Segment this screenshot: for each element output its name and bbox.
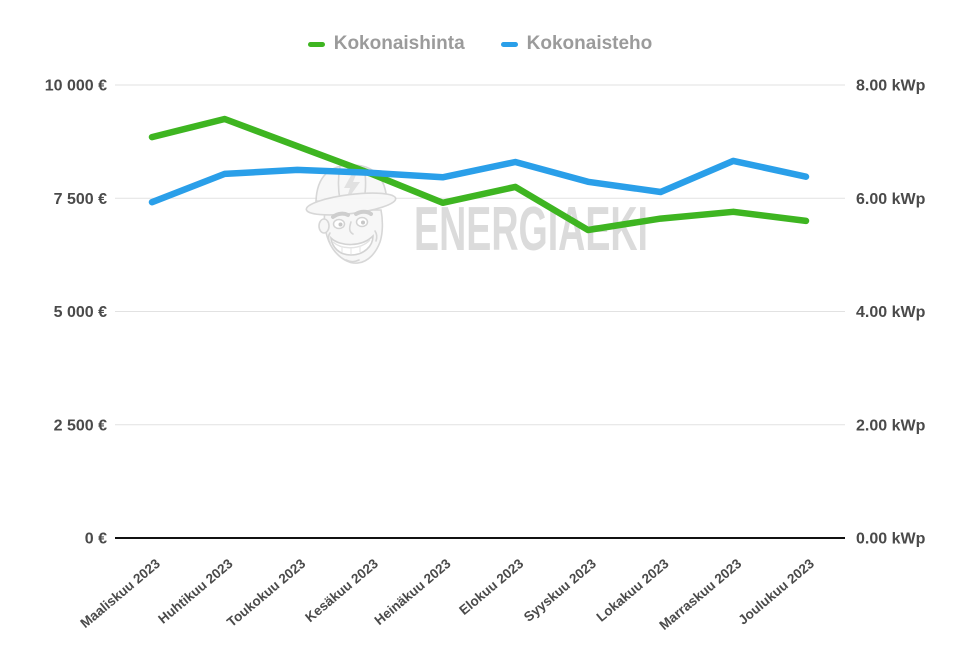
right-axis-tick-label: 6.00 kWp xyxy=(856,191,926,208)
chart-legend: Kokonaishinta Kokonaisteho xyxy=(0,31,960,57)
right-axis-tick-label: 4.00 kWp xyxy=(856,304,926,321)
legend-label: Kokonaishinta xyxy=(333,33,465,54)
left-axis-tick-label: 2 500 € xyxy=(54,417,107,434)
legend-item-kokonaisteho[interactable]: Kokonaisteho xyxy=(500,33,653,55)
legend-marker-icon xyxy=(307,41,325,47)
x-axis-tick-label: Heinäkuu 2023 xyxy=(372,555,454,628)
right-axis-tick-label: 2.00 kWp xyxy=(856,417,926,434)
x-axis-tick-label: Toukokuu 2023 xyxy=(224,555,309,629)
left-axis-tick-label: 10 000 € xyxy=(45,78,107,95)
series-line-kokonaisteho xyxy=(148,157,810,206)
left-axis-tick-label: 7 500 € xyxy=(54,191,107,208)
legend-label: Kokonaisteho xyxy=(526,33,653,54)
x-axis-tick-label: Elokuu 2023 xyxy=(456,555,526,617)
left-axis-tick-label: 0 € xyxy=(85,531,107,548)
x-axis-tick-label: Maaliskuu 2023 xyxy=(77,555,163,630)
watermark-text: ENERGIAEKI xyxy=(414,195,648,264)
legend-marker-icon xyxy=(500,41,518,47)
series-line-kokonaishinta xyxy=(148,115,810,234)
x-axis-tick-label: Huhtikuu 2023 xyxy=(155,555,236,626)
left-axis-tick-label: 5 000 € xyxy=(54,304,107,321)
legend-item-kokonaishinta[interactable]: Kokonaishinta xyxy=(307,33,465,55)
x-axis-tick-label: Kesäkuu 2023 xyxy=(302,555,381,625)
x-axis-tick-label: Lokakuu 2023 xyxy=(594,555,672,624)
grid-layer xyxy=(115,84,845,426)
x-axis-tick-label: Joulukuu 2023 xyxy=(735,556,817,628)
right-axis-tick-label: 0.00 kWp xyxy=(856,531,926,548)
axis-layer: 0 € 2 500 € 5 000 € 7 500 € 10 000 € 0.00 kWp… xyxy=(45,78,926,633)
right-axis-tick-label: 8.00 kWp xyxy=(856,78,926,95)
series-layer xyxy=(148,115,810,234)
x-axis-tick-label: Syyskuu 2023 xyxy=(521,555,599,624)
